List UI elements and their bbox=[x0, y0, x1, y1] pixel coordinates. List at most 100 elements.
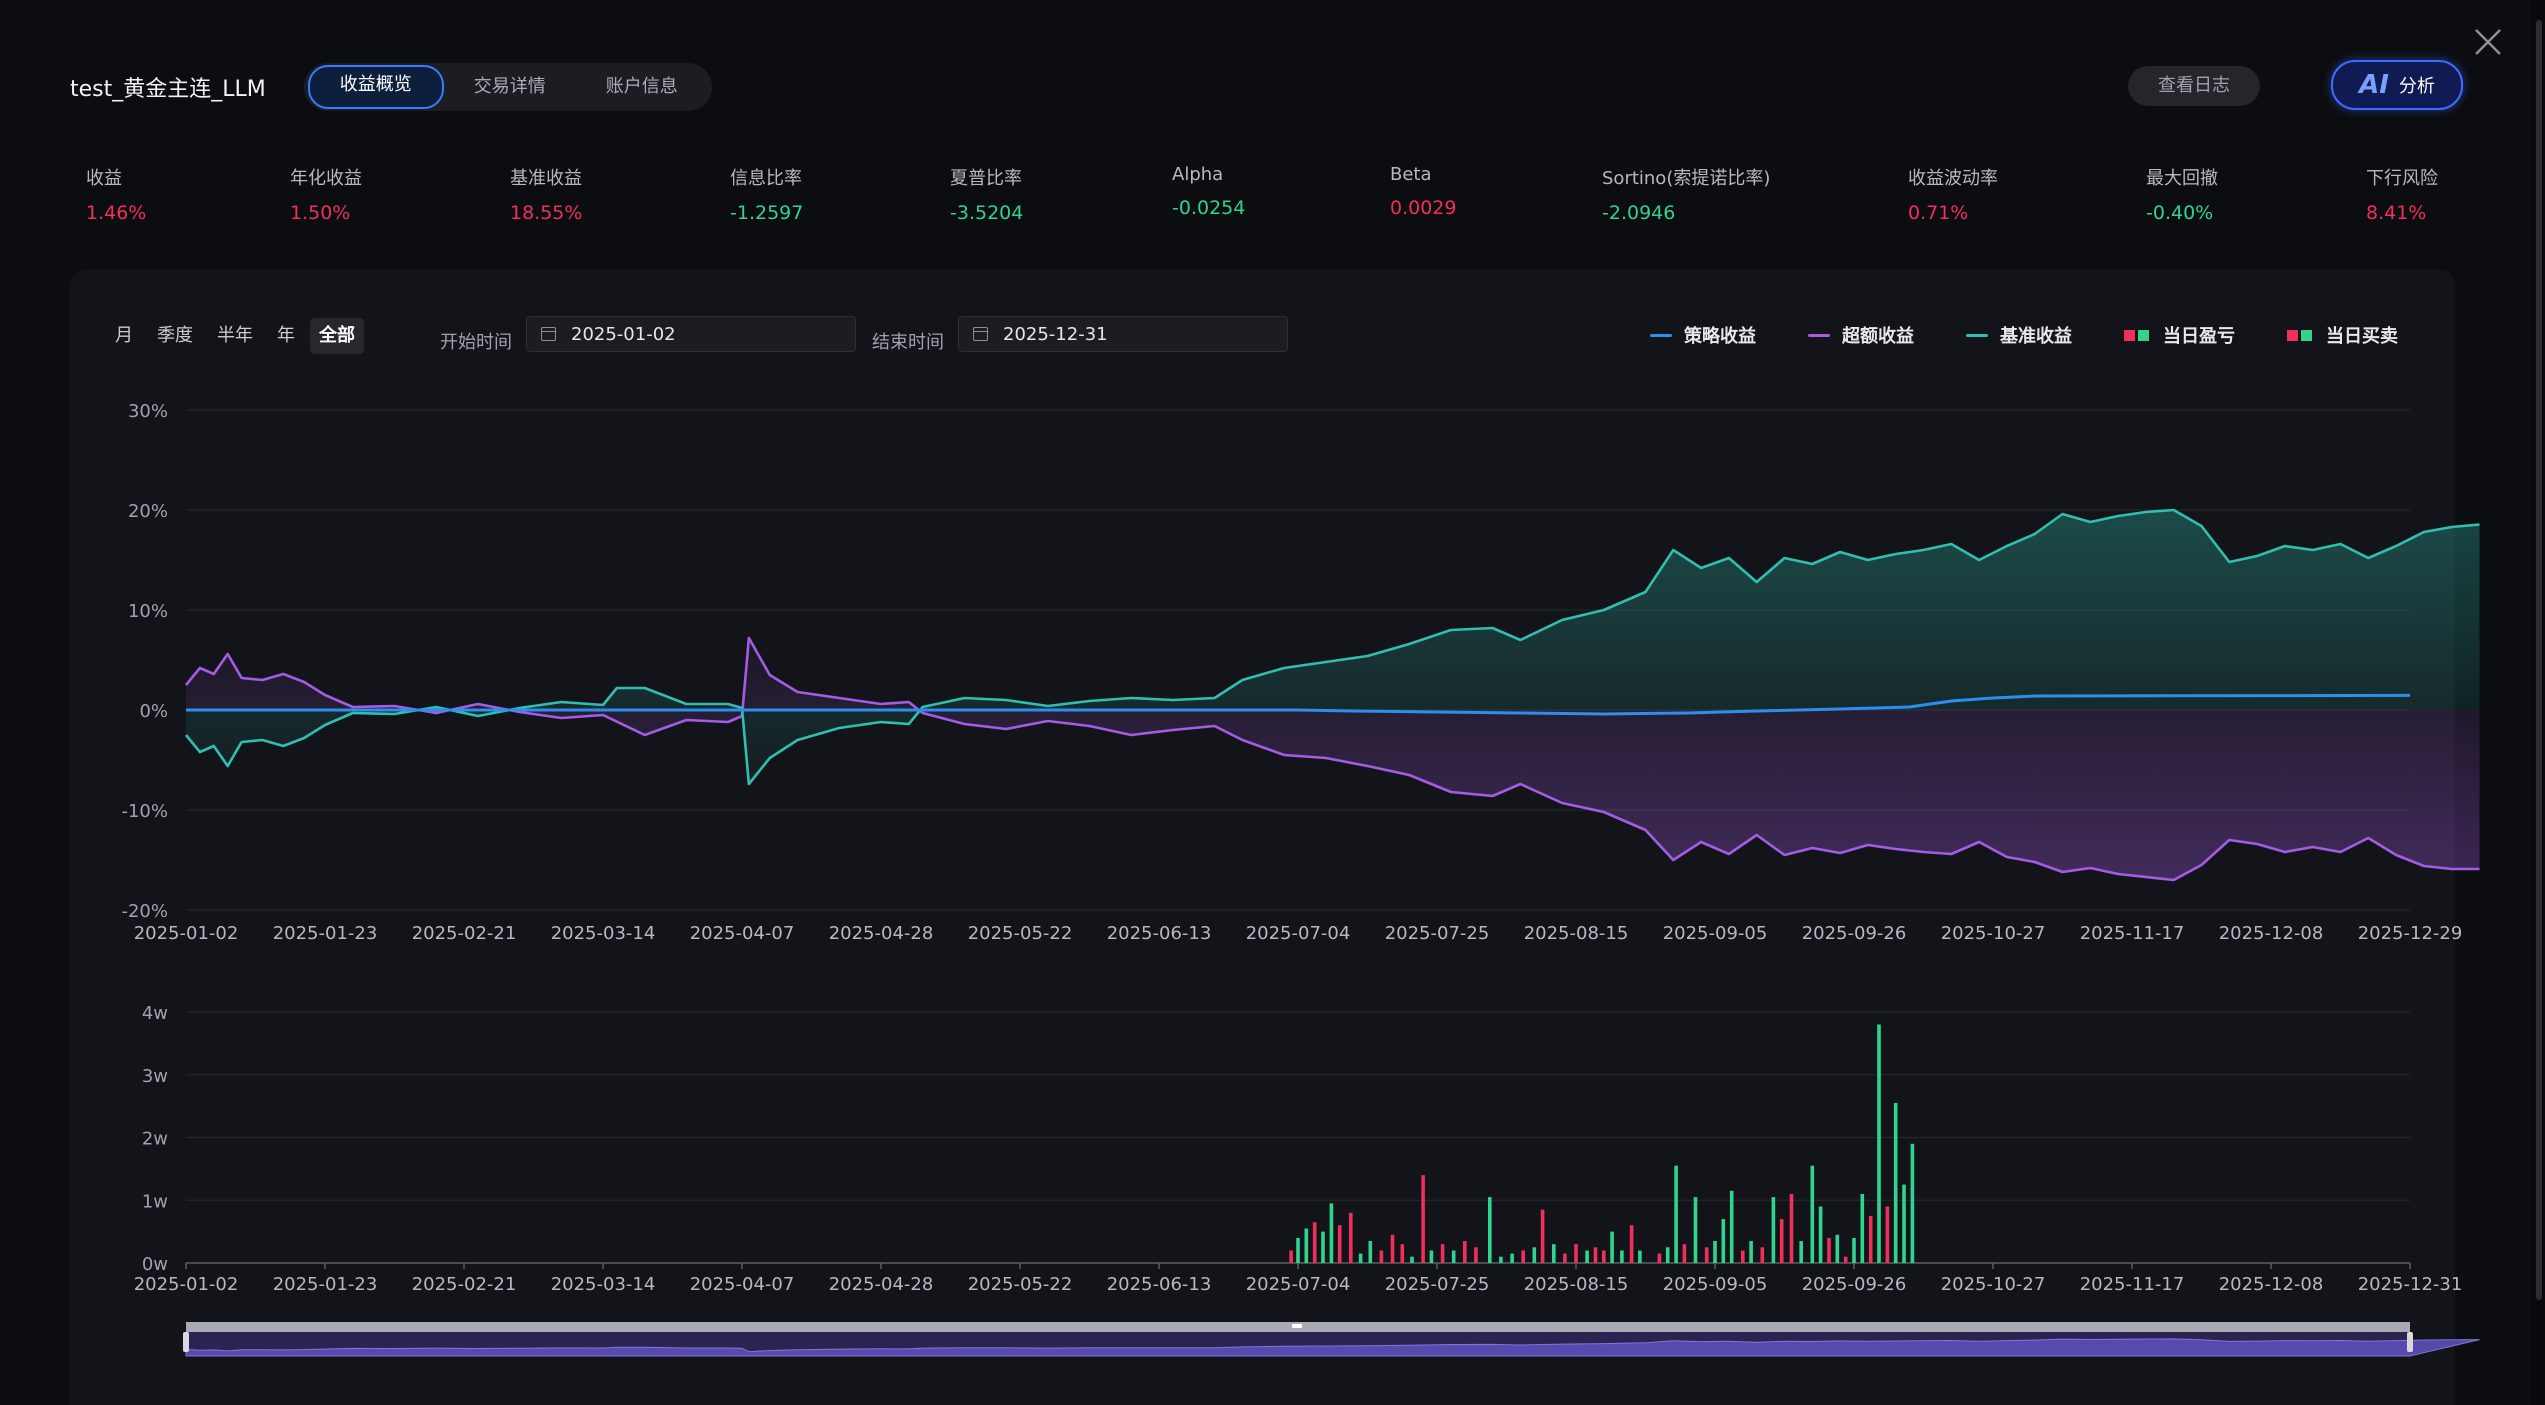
ai-icon: AI bbox=[2359, 70, 2389, 100]
metric-item: Sortino(索提诺比率) -2.0946 bbox=[1602, 164, 1770, 224]
bar bbox=[1910, 1143, 1915, 1263]
view-log-button[interactable]: 查看日志 bbox=[2128, 66, 2260, 106]
x-tick-label: 2025-01-23 bbox=[273, 923, 378, 944]
metric-value: -3.5204 bbox=[950, 202, 1024, 224]
bar bbox=[1885, 1206, 1890, 1263]
zoom-slider-preview bbox=[185, 1338, 2480, 1357]
metric-label: 年化收益 bbox=[290, 168, 362, 189]
tab-group: 收益概览 交易详情 账户信息 bbox=[303, 63, 712, 111]
period-year[interactable]: 年 bbox=[277, 325, 295, 346]
metric-label: 最大回撤 bbox=[2146, 168, 2218, 189]
metric-value: 1.46% bbox=[86, 202, 147, 224]
bar bbox=[1358, 1253, 1363, 1263]
x-tick-label: 2025-11-17 bbox=[2080, 1274, 2185, 1295]
legend-daily-pnl-label: 当日盈亏 bbox=[2163, 326, 2235, 347]
x-tick-label: 2025-08-15 bbox=[1524, 1274, 1629, 1295]
calendar-icon bbox=[541, 327, 556, 341]
bar bbox=[1421, 1175, 1425, 1263]
x-tick-label: 2025-12-29 bbox=[2358, 923, 2463, 944]
bar bbox=[1852, 1237, 1856, 1263]
ai-analysis-button[interactable]: AI 分析 bbox=[2331, 60, 2463, 110]
x-tick-label: 2025-02-21 bbox=[412, 923, 517, 944]
y-tick-label: 0% bbox=[139, 701, 168, 722]
calendar-icon bbox=[973, 327, 988, 341]
bar bbox=[1410, 1256, 1414, 1263]
end-date-input[interactable]: 2025-12-31 bbox=[958, 316, 1288, 352]
x-tick-label: 2025-07-04 bbox=[1246, 1274, 1351, 1295]
metric-label: 收益波动率 bbox=[1908, 168, 1998, 189]
bar bbox=[1289, 1250, 1293, 1263]
bar bbox=[1451, 1250, 1456, 1263]
bar bbox=[1729, 1190, 1734, 1263]
y-tick-label: 30% bbox=[128, 401, 168, 422]
metric-label: 信息比率 bbox=[730, 168, 802, 189]
end-date-label: 结束时间 bbox=[872, 332, 944, 353]
period-selector: 月 季度 半年 年全部 bbox=[106, 318, 364, 354]
x-tick-label: 2025-10-27 bbox=[1941, 1274, 2046, 1295]
bar bbox=[1638, 1250, 1642, 1263]
x-tick-label: 2025-08-15 bbox=[1524, 923, 1629, 944]
y-tick-label: -10% bbox=[121, 801, 168, 822]
bar bbox=[1827, 1237, 1831, 1263]
y-tick-label: 2w bbox=[142, 1129, 168, 1150]
legend-benchmark-swatch bbox=[1966, 333, 1988, 337]
bar bbox=[1532, 1247, 1537, 1263]
tab-account-info[interactable]: 账户信息 bbox=[605, 76, 678, 97]
x-tick-label: 2025-04-28 bbox=[829, 923, 934, 944]
legend-up-swatch bbox=[2124, 329, 2135, 341]
period-all[interactable]: 全部 bbox=[310, 318, 364, 354]
period-month[interactable]: 月 bbox=[115, 325, 133, 346]
bar bbox=[1789, 1194, 1794, 1263]
x-tick-label: 2025-04-28 bbox=[829, 1274, 934, 1295]
legend-excess[interactable]: 超额收益 bbox=[1808, 322, 1914, 348]
start-date-input[interactable]: 2025-01-02 bbox=[526, 316, 856, 352]
metric-item: 最大回撤 -0.40% bbox=[2146, 164, 2218, 224]
legend-down-swatch bbox=[2301, 329, 2312, 341]
x-tick-label: 2025-12-08 bbox=[2219, 923, 2324, 944]
bar bbox=[1843, 1256, 1848, 1263]
legend-daily-pnl[interactable]: 当日盈亏 bbox=[2124, 322, 2235, 348]
metric-item: 下行风险 8.41% bbox=[2366, 164, 2438, 224]
bar bbox=[1835, 1234, 1840, 1263]
legend-benchmark[interactable]: 基准收益 bbox=[1966, 322, 2072, 348]
metric-value: 0.71% bbox=[1908, 202, 1969, 224]
x-tick-label: 2025-07-25 bbox=[1385, 1274, 1490, 1295]
legend-daily-trade[interactable]: 当日买卖 bbox=[2287, 322, 2398, 348]
header-bar: test_黄金主连_LLM 收益概览 交易详情 账户信息 bbox=[70, 62, 712, 112]
close-icon[interactable] bbox=[2470, 24, 2506, 60]
x-tick-label: 2025-06-13 bbox=[1107, 1274, 1212, 1295]
metric-label: Sortino(索提诺比率) bbox=[1602, 168, 1771, 189]
x-tick-label: 2025-09-05 bbox=[1663, 1274, 1768, 1295]
x-tick-label: 2025-04-07 bbox=[690, 1274, 795, 1295]
ai-analysis-label: 分析 bbox=[2398, 76, 2435, 97]
scrollbar-thumb[interactable] bbox=[2536, 20, 2542, 1300]
zoom-handle-right bbox=[2407, 1332, 2413, 1352]
y-tick-label: 1w bbox=[142, 1191, 168, 1212]
metrics-row: 收益 1.46% 年化收益 1.50% 基准收益 18.55% 信息比率 -1.2597 夏普比… bbox=[86, 164, 2486, 234]
x-tick-label: 2025-01-02 bbox=[134, 1274, 239, 1295]
bar bbox=[1749, 1241, 1753, 1263]
x-tick-label: 2025-02-21 bbox=[412, 1274, 517, 1295]
metric-item: 年化收益 1.50% bbox=[290, 164, 362, 224]
metric-label: Alpha bbox=[1172, 164, 1224, 185]
y-tick-label: 10% bbox=[128, 601, 168, 622]
metric-value: 1.50% bbox=[290, 202, 351, 224]
legend-daily-trade-label: 当日买卖 bbox=[2326, 326, 2398, 347]
tab-overview[interactable]: 收益概览 bbox=[307, 65, 444, 109]
legend-strategy[interactable]: 策略收益 bbox=[1650, 322, 1756, 348]
bar bbox=[1349, 1212, 1353, 1263]
period-quarter[interactable]: 季度 bbox=[157, 325, 193, 346]
legend-strategy-swatch bbox=[1650, 333, 1672, 337]
start-date-value: 2025-01-02 bbox=[571, 324, 676, 345]
legend-down-swatch bbox=[2138, 329, 2149, 341]
bar bbox=[1563, 1253, 1567, 1263]
bar bbox=[1463, 1241, 1467, 1263]
tab-trade-details[interactable]: 交易详情 bbox=[473, 76, 546, 97]
y-tick-label: 20% bbox=[128, 501, 168, 522]
x-tick-label: 2025-03-14 bbox=[551, 923, 656, 944]
bar bbox=[1488, 1197, 1492, 1263]
bar bbox=[1474, 1247, 1478, 1263]
bar bbox=[1674, 1165, 1678, 1263]
period-half-year[interactable]: 半年 bbox=[217, 325, 253, 346]
